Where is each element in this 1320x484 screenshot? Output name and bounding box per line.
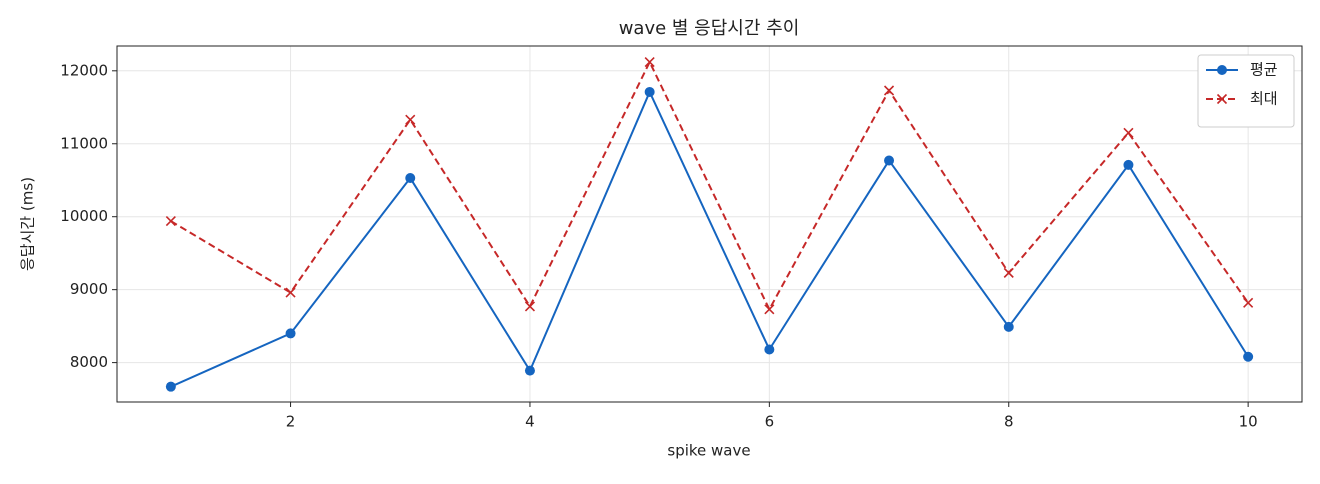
marker bbox=[285, 287, 296, 298]
marker bbox=[524, 301, 536, 312]
marker bbox=[1003, 267, 1014, 278]
y-tick-label: 10000 bbox=[60, 207, 108, 225]
x-tick-label: 8 bbox=[1004, 413, 1014, 431]
marker bbox=[1123, 127, 1134, 138]
legend-marker bbox=[1217, 65, 1227, 75]
marker bbox=[165, 381, 176, 392]
marker bbox=[1243, 297, 1254, 308]
marker bbox=[764, 304, 775, 315]
marker bbox=[405, 173, 416, 184]
x-tick-label: 6 bbox=[765, 413, 775, 431]
marker bbox=[764, 344, 775, 355]
y-tick-label: 9000 bbox=[70, 280, 108, 298]
y-tick-label: 12000 bbox=[60, 61, 108, 79]
legend-box bbox=[1197, 54, 1295, 128]
plot-frame bbox=[116, 45, 1303, 403]
legend-label: 평균 bbox=[1250, 61, 1278, 79]
marker bbox=[165, 216, 176, 227]
marker bbox=[405, 114, 416, 125]
marker bbox=[1003, 321, 1014, 332]
marker bbox=[524, 365, 535, 376]
y-tick-label: 8000 bbox=[70, 353, 108, 371]
marker bbox=[1123, 159, 1134, 170]
x-tick-label: 4 bbox=[525, 413, 535, 431]
marker bbox=[883, 85, 895, 96]
legend-marker bbox=[1216, 93, 1228, 105]
chart-title: wave 별 응답시간 추이 bbox=[619, 18, 800, 39]
legend-label: 최대 bbox=[1250, 90, 1278, 108]
marker bbox=[644, 86, 655, 97]
marker bbox=[644, 56, 655, 68]
y-tick-label: 11000 bbox=[60, 134, 108, 152]
y-axis-label: 응답시간 (ms) bbox=[19, 177, 37, 271]
x-tick-label: 10 bbox=[1239, 413, 1258, 431]
marker bbox=[884, 155, 895, 166]
data-line bbox=[170, 89, 1249, 388]
data-line bbox=[170, 59, 1249, 312]
marker bbox=[285, 328, 296, 339]
x-axis-label: spike wave bbox=[667, 442, 750, 460]
marker bbox=[1243, 351, 1254, 362]
x-tick-label: 2 bbox=[286, 413, 296, 431]
